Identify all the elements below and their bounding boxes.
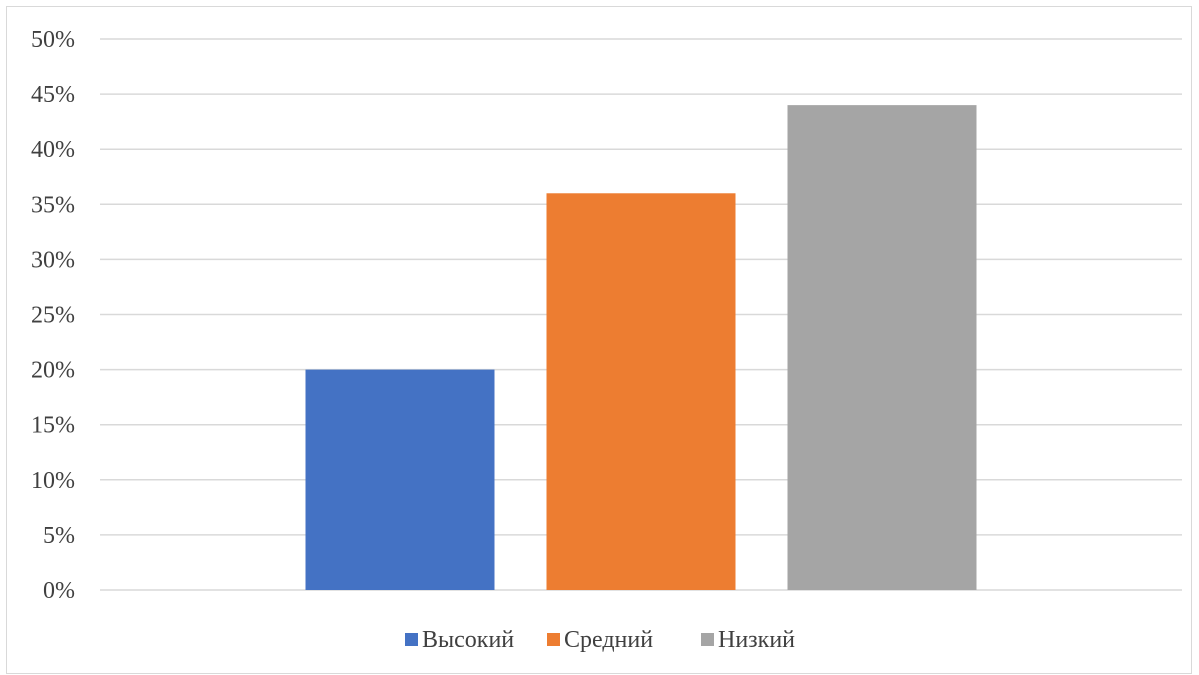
legend-swatch <box>405 633 418 646</box>
y-tick-label: 40% <box>31 137 75 163</box>
gridlines <box>100 38 1182 591</box>
legend-label: Средний <box>564 627 653 653</box>
y-tick-label: 35% <box>31 192 75 218</box>
legend-label: Высокий <box>422 627 514 653</box>
bars <box>305 105 977 591</box>
legend-label: Низкий <box>718 627 795 653</box>
y-tick-label: 5% <box>43 523 75 549</box>
y-tick-label: 25% <box>31 303 75 329</box>
y-tick-label: 50% <box>31 27 75 53</box>
legend-swatch <box>547 633 560 646</box>
y-tick-label: 45% <box>31 82 75 108</box>
legend-swatch <box>701 633 714 646</box>
bar-1 <box>305 369 495 590</box>
y-tick-label: 0% <box>43 578 75 604</box>
bar-2 <box>546 193 736 590</box>
y-tick-label: 20% <box>31 358 75 384</box>
bar-3 <box>787 105 977 591</box>
y-tick-label: 30% <box>31 247 75 273</box>
y-axis-ticks: 0% 5% 10% 15% 20% 25% 30% 35% 40% 45% 50% <box>31 27 75 604</box>
y-tick-label: 10% <box>31 468 75 494</box>
y-tick-label: 15% <box>31 413 75 439</box>
legend: Высокий Средний Низкий <box>405 627 795 653</box>
